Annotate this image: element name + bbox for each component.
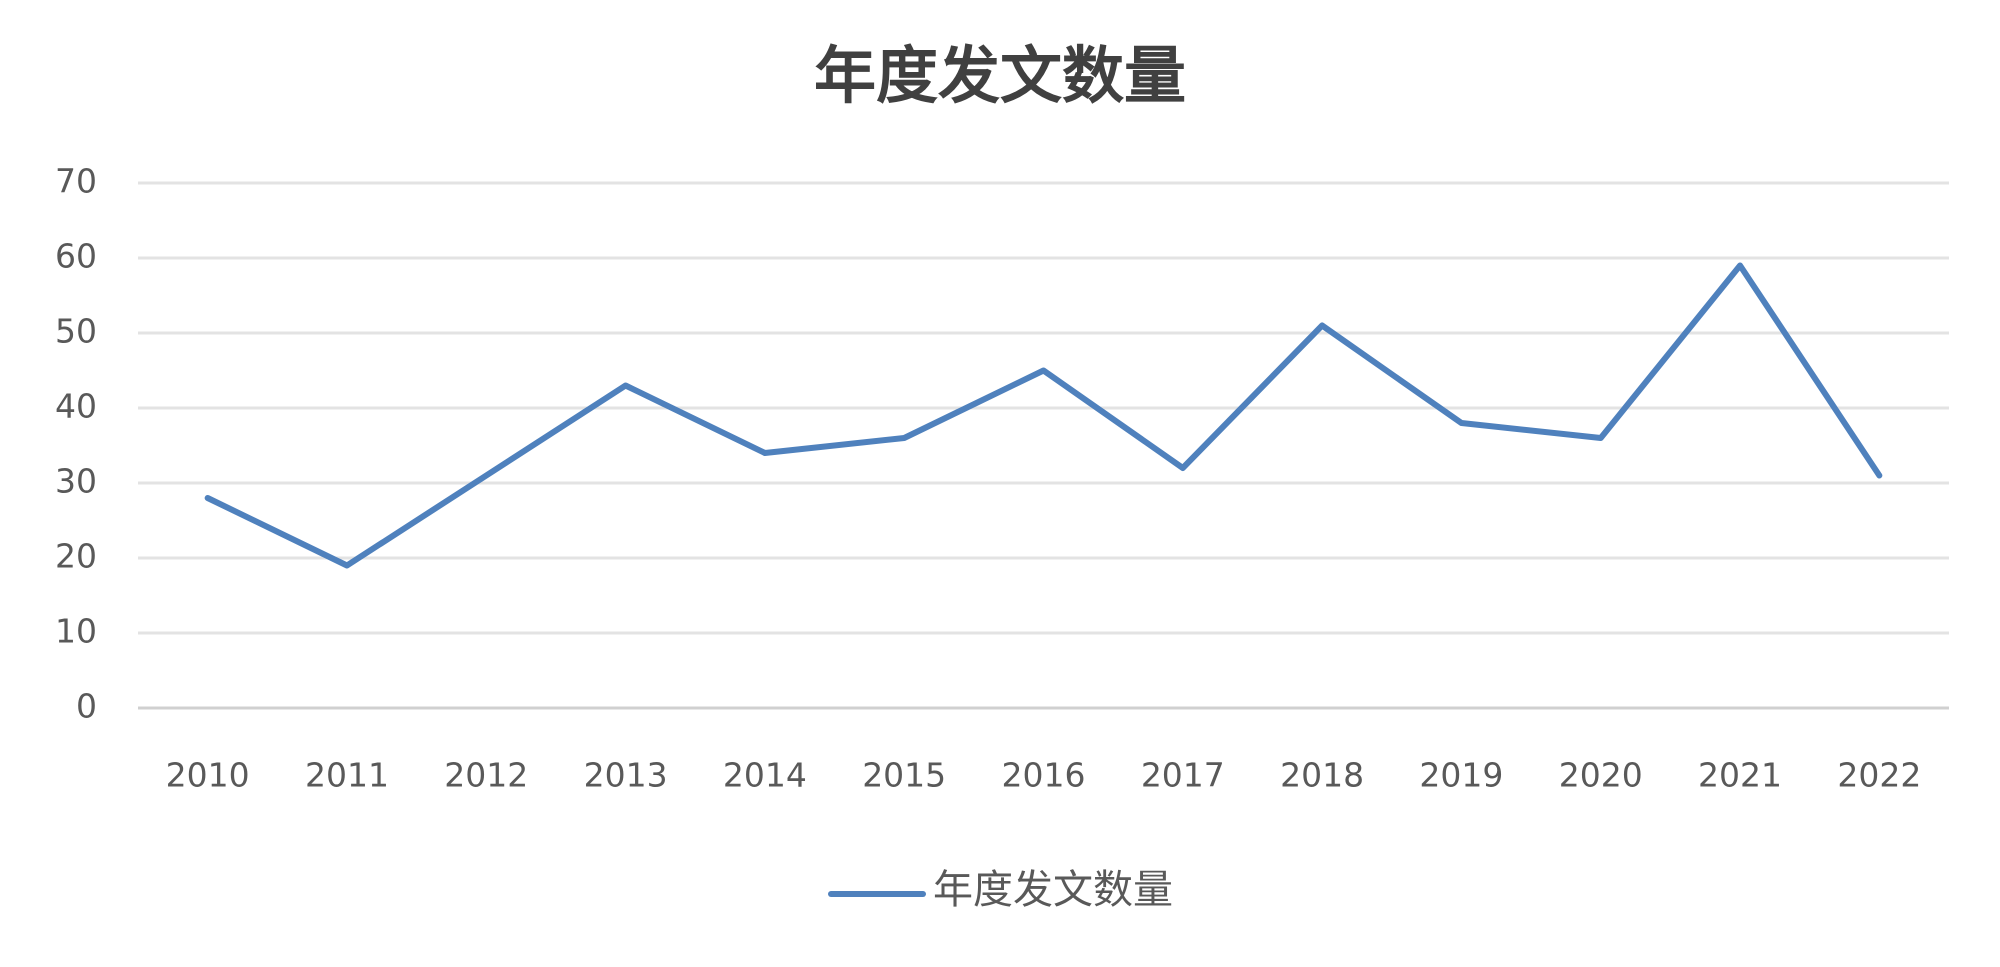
y-tick-label: 30 — [55, 462, 97, 501]
x-tick-label: 2022 — [1837, 756, 1921, 795]
y-tick-label: 20 — [55, 537, 97, 576]
x-tick-label: 2019 — [1419, 756, 1503, 795]
x-tick-label: 2014 — [723, 756, 807, 795]
x-tick-label: 2011 — [305, 756, 389, 795]
x-tick-label: 2016 — [1002, 756, 1086, 795]
x-tick-label: 2021 — [1698, 756, 1782, 795]
y-tick-label: 60 — [55, 237, 97, 276]
legend-label: 年度发文数量 — [933, 867, 1173, 912]
y-tick-label: 40 — [55, 387, 97, 426]
data-line — [204, 262, 1883, 569]
x-tick-label: 2015 — [862, 756, 946, 795]
x-tick-label: 2020 — [1559, 756, 1643, 795]
chart-title: 年度发文数量 — [814, 42, 1186, 111]
x-tick-label: 2018 — [1280, 756, 1364, 795]
y-tick-label: 0 — [76, 687, 97, 726]
x-tick-label: 2013 — [584, 756, 668, 795]
y-tick-label: 10 — [55, 612, 97, 651]
y-tick-label: 70 — [55, 162, 97, 201]
y-tick-label: 50 — [55, 312, 97, 351]
x-tick-label: 2012 — [444, 756, 528, 795]
x-tick-label: 2017 — [1141, 756, 1225, 795]
x-tick-label: 2010 — [166, 756, 250, 795]
